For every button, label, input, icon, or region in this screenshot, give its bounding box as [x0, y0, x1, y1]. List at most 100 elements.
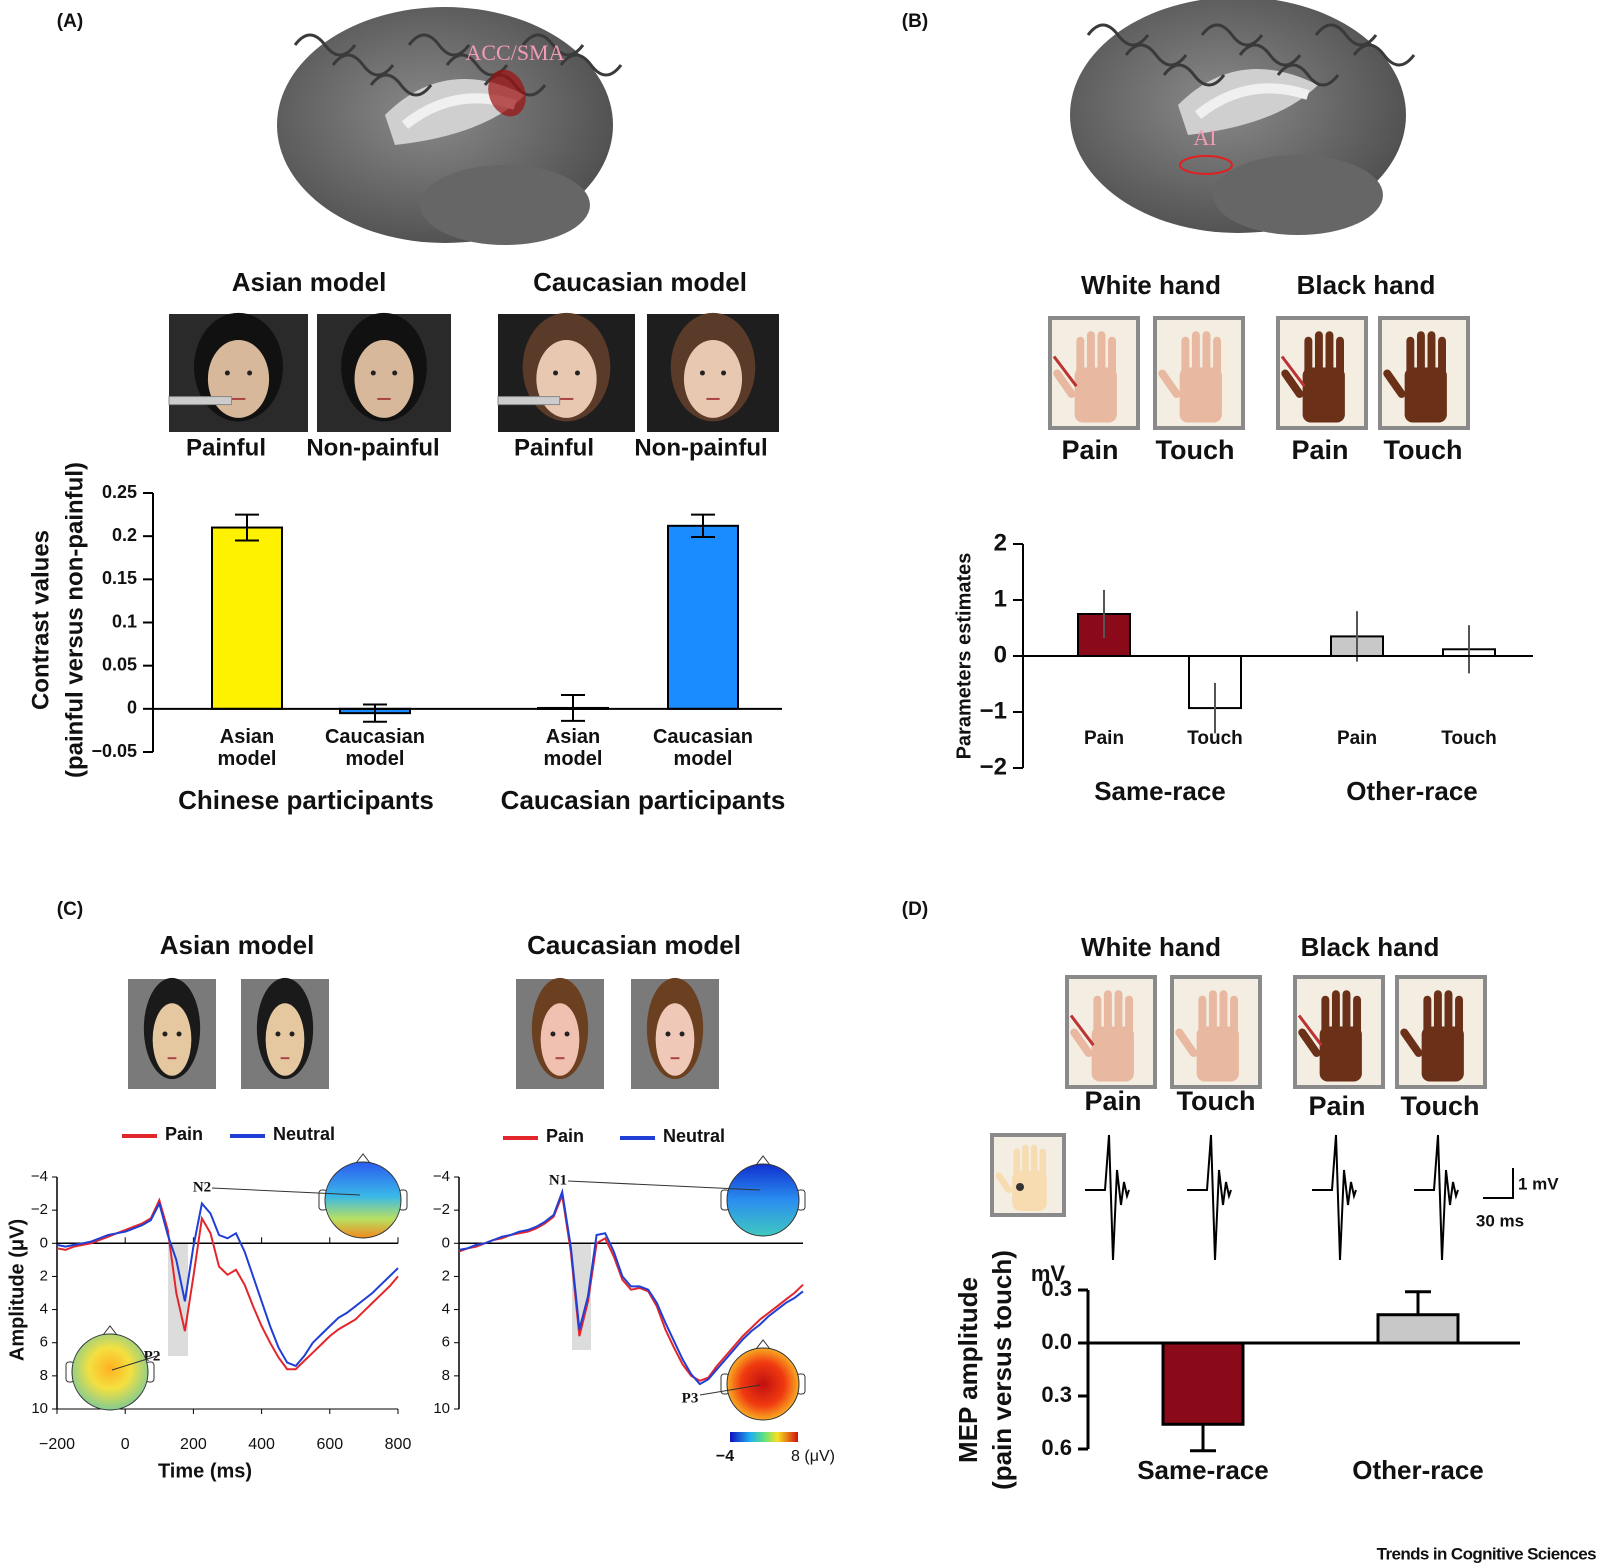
palm [1012, 1171, 1047, 1211]
eye [247, 370, 253, 376]
y-tick-label: 1 [994, 585, 1007, 612]
region-label: AI [1193, 125, 1216, 150]
erp-line [458, 1187, 804, 1386]
x-tick-label: Same-race [1137, 1455, 1269, 1485]
x-tick-label: Touch [1187, 728, 1243, 749]
finger [1097, 331, 1106, 376]
x-tick-label: −200 [39, 1436, 75, 1453]
finger [1342, 990, 1351, 1035]
finger [1013, 1148, 1021, 1181]
group-label: Same-race [1094, 776, 1226, 806]
syringe [497, 396, 561, 406]
y-tick-label: 10 [31, 1400, 48, 1417]
eye [289, 1031, 295, 1037]
finger [1321, 995, 1330, 1040]
eye [699, 370, 705, 376]
group-title: Black hand [1301, 932, 1440, 962]
y-tick-label: 0 [994, 641, 1007, 668]
gyrus [331, 53, 395, 77]
annotation: P3 [682, 1390, 699, 1406]
finger [1125, 995, 1133, 1040]
thumb [1281, 369, 1304, 398]
image-label: Touch [1177, 1086, 1256, 1116]
x-tick-label: Other-race [1352, 1455, 1484, 1485]
nose [355, 1153, 371, 1164]
finger [1444, 990, 1453, 1035]
gyrus [559, 53, 623, 77]
image-label: Touch [1156, 435, 1235, 465]
y-axis-title: (pain versus touch) [987, 1250, 1017, 1490]
finger [1198, 995, 1207, 1040]
y-tick-label: 2 [442, 1267, 450, 1284]
gyrus [521, 33, 585, 57]
y-tick-label: 8 [40, 1367, 48, 1384]
finger [1331, 990, 1340, 1035]
topomap [726, 1163, 800, 1237]
nose [755, 1155, 771, 1166]
y-tick-label: −4 [433, 1168, 450, 1185]
x-axis-title: Time (ms) [158, 1460, 252, 1482]
thumb [1158, 369, 1181, 398]
y-tick-label: 0 [442, 1234, 450, 1251]
palm [1302, 367, 1345, 423]
bar [1161, 1341, 1245, 1426]
image-label: Touch [1401, 1091, 1480, 1121]
mep-trace [1312, 1134, 1357, 1261]
eye [162, 1031, 168, 1037]
roi [1179, 155, 1233, 175]
group-title: Caucasian model [527, 930, 741, 960]
bar [667, 524, 739, 710]
erp-line [56, 1200, 399, 1368]
scale-label: 30 ms [1476, 1211, 1524, 1230]
group-label: Caucasian participants [501, 785, 786, 815]
mep-trace [1414, 1134, 1459, 1261]
y-tick-label: 0.3 [1041, 1382, 1072, 1407]
finger [1202, 331, 1211, 376]
x-tick-label: 800 [385, 1436, 412, 1453]
finger [1325, 331, 1334, 376]
y-tick-label: 0.15 [102, 568, 137, 588]
panel-label: (C) [57, 899, 83, 920]
annotation: N1 [549, 1172, 567, 1188]
gyrus [1162, 63, 1226, 87]
y-tick-label: 0.2 [112, 525, 137, 545]
gyrus [1124, 43, 1188, 67]
face [265, 1003, 305, 1076]
x-tick-label: Asian model [218, 726, 277, 770]
y-tick-label: 0 [127, 698, 137, 718]
eye [679, 1031, 685, 1037]
y-tick-label: 0 [40, 1234, 48, 1251]
finger [1181, 336, 1190, 381]
finger [1108, 336, 1116, 381]
mep-trace [1187, 1134, 1232, 1261]
image-label: Pain [1061, 435, 1118, 465]
face [207, 339, 270, 418]
leader [567, 1180, 761, 1191]
y-tick-label: −1 [980, 697, 1007, 724]
finger [1304, 336, 1313, 381]
roi [488, 69, 526, 117]
legend-label: Pain [546, 1126, 584, 1146]
eye [564, 1031, 570, 1037]
colorbar-label: −4 [716, 1448, 734, 1465]
group-label: Chinese participants [178, 785, 434, 815]
x-tick-label: Caucasian model [653, 726, 753, 770]
face [354, 339, 414, 418]
finger [1039, 1148, 1046, 1181]
y-axis-title: (painful versus non-painful) [61, 462, 88, 778]
brain-lobe [1213, 155, 1383, 235]
gyrus [1352, 43, 1416, 67]
palm [1074, 367, 1117, 423]
palm [1404, 367, 1447, 423]
x-tick-label: Caucasian model [325, 726, 425, 770]
needle [1297, 1014, 1323, 1047]
image-label: Pain [1291, 435, 1348, 465]
corpus-callosum [1194, 83, 1310, 119]
syringe [168, 396, 233, 406]
eye [392, 370, 398, 376]
thumb [1070, 1028, 1093, 1057]
finger [1353, 995, 1361, 1040]
topomap [71, 1333, 149, 1411]
needle [1052, 355, 1078, 388]
